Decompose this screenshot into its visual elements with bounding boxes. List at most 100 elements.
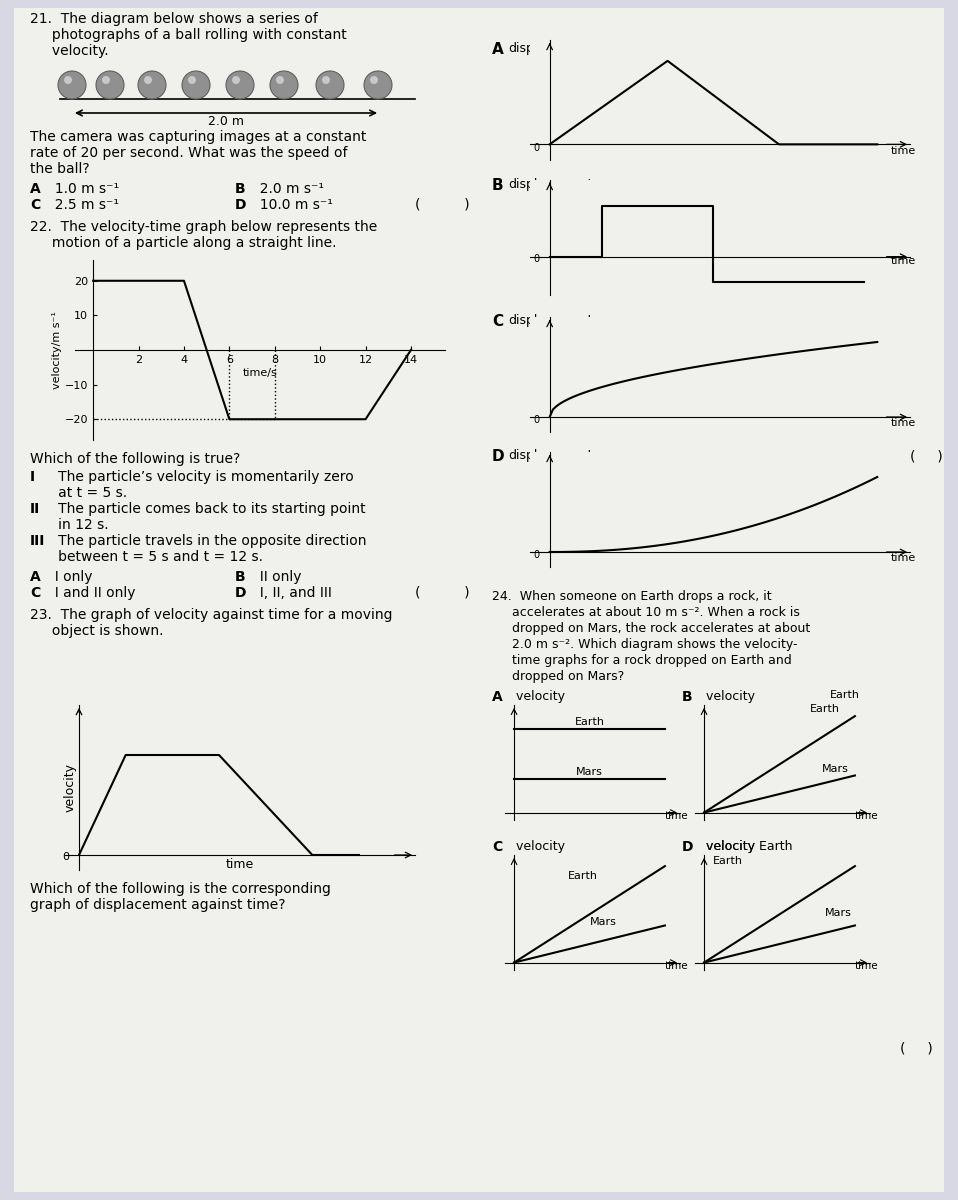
Circle shape [226,71,254,98]
Text: in 12 s.: in 12 s. [45,518,108,532]
Text: velocity: velocity [508,690,565,703]
Text: time: time [855,811,878,821]
Text: 22.  The velocity-time graph below represents the: 22. The velocity-time graph below repres… [30,220,377,234]
Text: Earth: Earth [568,871,599,881]
Text: C: C [30,586,40,600]
Text: Mars: Mars [822,763,849,774]
Text: II only: II only [251,570,302,584]
Text: 2.0 m s⁻¹: 2.0 m s⁻¹ [251,182,324,196]
Text: Which of the following is true?: Which of the following is true? [30,452,240,466]
Text: 23.  The graph of velocity against time for a moving: 23. The graph of velocity against time f… [30,608,393,622]
Circle shape [316,71,344,98]
Text: C: C [30,198,40,212]
Circle shape [270,71,298,98]
Text: Earth: Earth [830,690,860,700]
Y-axis label: velocity: velocity [63,763,77,812]
Circle shape [232,76,240,84]
Text: D: D [235,198,246,212]
Text: 2.5 m s⁻¹: 2.5 m s⁻¹ [46,198,119,212]
Text: Which of the following is the corresponding: Which of the following is the correspond… [30,882,331,896]
Circle shape [102,76,110,84]
Text: (     ): ( ) [900,1042,933,1056]
Text: Earth: Earth [575,718,604,727]
Circle shape [182,71,210,98]
Text: displacement: displacement [508,449,592,462]
Text: rate of 20 per second. What was the speed of: rate of 20 per second. What was the spee… [30,146,348,160]
Text: displacement: displacement [508,42,592,55]
Text: (     ): ( ) [910,449,943,463]
Circle shape [322,76,330,84]
Y-axis label: velocity/m s⁻¹: velocity/m s⁻¹ [52,311,62,389]
Text: The camera was capturing images at a constant: The camera was capturing images at a con… [30,130,366,144]
Text: displacement: displacement [508,178,592,191]
Text: velocity Earth: velocity Earth [698,840,792,853]
Text: The particle travels in the opposite direction: The particle travels in the opposite dir… [45,534,367,548]
Text: velocity: velocity [698,690,755,703]
Circle shape [96,71,124,98]
Text: (          ): ( ) [415,198,469,212]
Text: time: time [890,553,916,563]
Text: object is shown.: object is shown. [30,624,164,638]
Text: time: time [890,257,916,266]
X-axis label: time/s: time/s [242,367,278,378]
Text: C: C [492,314,503,329]
Text: motion of a particle along a straight line.: motion of a particle along a straight li… [30,236,336,250]
Text: A: A [492,690,503,704]
Text: displacement: displacement [508,314,592,326]
Text: velocity.: velocity. [30,44,108,58]
Text: 0: 0 [534,415,539,425]
Text: D: D [235,586,246,600]
Text: The particle comes back to its starting point: The particle comes back to its starting … [45,502,366,516]
Text: time: time [665,811,689,821]
Circle shape [58,71,86,98]
Text: 0: 0 [62,852,70,862]
Text: Mars: Mars [576,768,603,778]
Text: I only: I only [46,570,93,584]
Text: 21.  The diagram below shows a series of: 21. The diagram below shows a series of [30,12,318,26]
Text: graph of displacement against time?: graph of displacement against time? [30,898,285,912]
Text: D: D [492,449,505,464]
Text: time: time [855,961,878,971]
Text: 10.0 m s⁻¹: 10.0 m s⁻¹ [251,198,332,212]
Text: Earth: Earth [713,857,743,866]
Text: (          ): ( ) [415,586,469,600]
Text: photographs of a ball rolling with constant: photographs of a ball rolling with const… [30,28,347,42]
Text: time: time [890,145,916,156]
Text: velocity: velocity [698,840,755,853]
Circle shape [276,76,284,84]
Text: Earth: Earth [810,704,840,714]
Text: A: A [30,182,41,196]
Text: C: C [492,840,502,854]
Circle shape [370,76,378,84]
Text: I and II only: I and II only [46,586,135,600]
Text: I, II, and III: I, II, and III [251,586,331,600]
Text: 1.0 m s⁻¹: 1.0 m s⁻¹ [46,182,119,196]
Text: III: III [30,534,45,548]
X-axis label: time: time [226,858,254,871]
Text: The particle’s velocity is momentarily zero: The particle’s velocity is momentarily z… [45,470,354,484]
Text: Mars: Mars [589,918,616,928]
Circle shape [364,71,392,98]
Text: 2.0 m: 2.0 m [208,115,244,128]
Text: I: I [30,470,35,484]
Text: B: B [235,182,245,196]
Text: dropped on Mars, the rock accelerates at about: dropped on Mars, the rock accelerates at… [492,622,810,635]
Text: 0: 0 [534,550,539,560]
Circle shape [64,76,72,84]
Circle shape [188,76,196,84]
Text: 24.  When someone on Earth drops a rock, it: 24. When someone on Earth drops a rock, … [492,590,771,602]
Text: accelerates at about 10 m s⁻². When a rock is: accelerates at about 10 m s⁻². When a ro… [492,606,800,619]
Text: time: time [890,418,916,428]
Text: B: B [492,178,504,193]
Text: II: II [30,502,40,516]
Text: 2.0 m s⁻². Which diagram shows the velocity-: 2.0 m s⁻². Which diagram shows the veloc… [492,638,797,650]
Text: Mars: Mars [825,908,852,918]
Text: 0: 0 [534,143,539,152]
Text: dropped on Mars?: dropped on Mars? [492,670,625,683]
Circle shape [144,76,152,84]
Text: 0: 0 [534,253,539,264]
Text: time: time [665,961,689,971]
Text: between t = 5 s and t = 12 s.: between t = 5 s and t = 12 s. [45,550,263,564]
Text: time graphs for a rock dropped on Earth and: time graphs for a rock dropped on Earth … [492,654,791,667]
Text: A: A [492,42,504,56]
